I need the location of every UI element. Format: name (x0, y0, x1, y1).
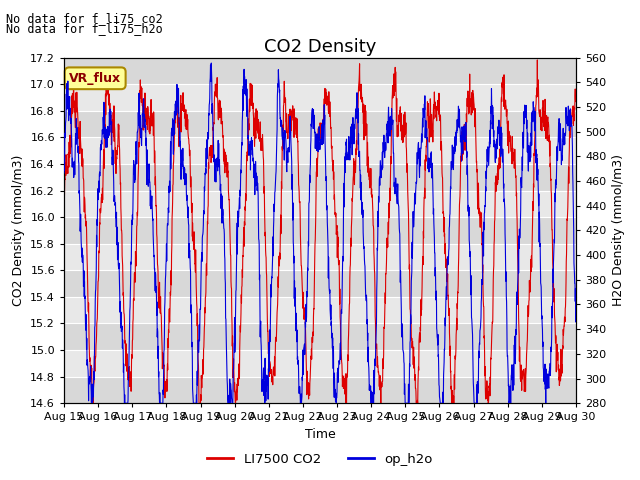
Y-axis label: H2O Density (mmol/m3): H2O Density (mmol/m3) (612, 155, 625, 306)
X-axis label: Time: Time (305, 428, 335, 441)
Title: CO2 Density: CO2 Density (264, 38, 376, 56)
Bar (64, 350, 576, 377)
Text: No data for f_li75_co2: No data for f_li75_co2 (6, 12, 163, 25)
Bar (64, 58, 576, 84)
Bar (64, 324, 576, 350)
Bar (64, 164, 576, 191)
Text: VR_flux: VR_flux (69, 72, 121, 85)
Legend: LI7500 CO2, op_h2o: LI7500 CO2, op_h2o (202, 447, 438, 471)
Bar (64, 244, 576, 270)
Bar (64, 217, 576, 244)
Bar (64, 111, 576, 137)
Bar (64, 297, 576, 324)
Bar (64, 84, 576, 111)
Bar (64, 270, 576, 297)
Text: No data for f_li75_h2o: No data for f_li75_h2o (6, 22, 163, 35)
Y-axis label: CO2 Density (mmol/m3): CO2 Density (mmol/m3) (12, 155, 24, 306)
Bar (64, 137, 576, 164)
Bar (64, 377, 576, 403)
Bar (64, 191, 576, 217)
